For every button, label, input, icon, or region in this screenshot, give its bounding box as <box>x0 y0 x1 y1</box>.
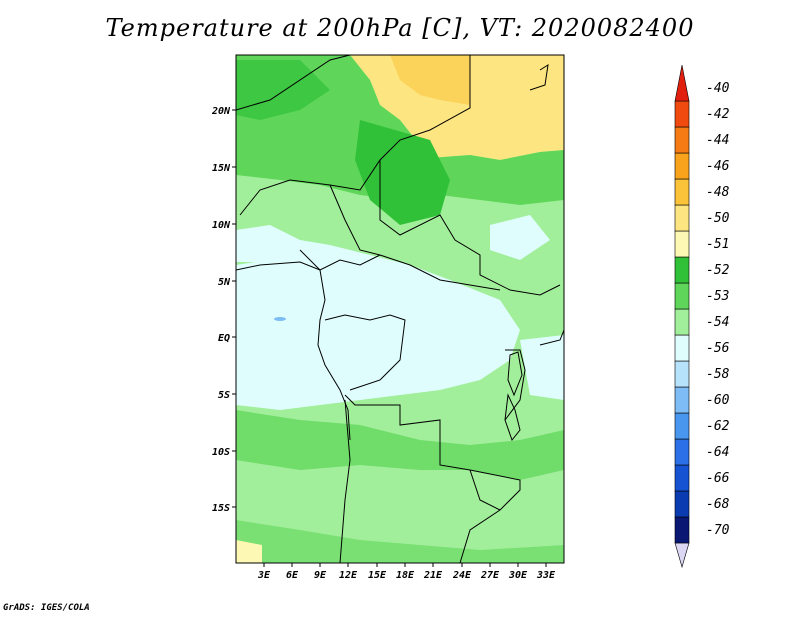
colorbar-label: -53 <box>706 289 729 304</box>
colorbar-swatch <box>674 308 690 336</box>
warm-corner-sw <box>236 540 262 563</box>
lat-axis: 20N 15N 10N 5N EQ 5S 10S 15S <box>211 106 236 514</box>
lon-axis: 3E 6E 9E 12E 15E 18E 21E 24E 27E 30E 33E <box>257 563 556 581</box>
colorbar-label: -54 <box>706 315 729 330</box>
colorbar-swatch <box>674 438 690 466</box>
green-band-south <box>236 410 564 480</box>
lon-label: 9E <box>314 570 327 581</box>
colorbar-swatch <box>674 256 690 284</box>
warm-core <box>390 55 470 105</box>
colorbar-label: -52 <box>706 263 730 278</box>
colorbar-label: -46 <box>706 159 730 174</box>
colorbar-label: -58 <box>706 367 730 382</box>
map-panel <box>235 54 565 564</box>
dark-green-core-north <box>355 120 450 225</box>
colorbar-swatch <box>674 282 690 310</box>
green-band-edge <box>236 520 564 563</box>
lon-label: 30E <box>508 570 528 581</box>
colorbar-label: -42 <box>706 107 730 122</box>
lake-victoria-outline <box>507 351 523 397</box>
colorbar-swatch <box>674 516 690 544</box>
chart-title: Temperature at 200hPa [C], VT: 202008240… <box>105 14 695 42</box>
colorbar-label: -56 <box>706 341 730 356</box>
colorbar-swatch <box>674 230 690 258</box>
lon-label: 12E <box>339 570 358 581</box>
lat-label: 5S <box>218 390 230 401</box>
map-frame <box>235 54 565 564</box>
lon-label: 18E <box>396 570 415 581</box>
lon-label: 6E <box>286 570 299 581</box>
lon-label: 21E <box>423 570 443 581</box>
colorbar-label: -66 <box>706 471 730 486</box>
lat-label: EQ <box>218 333 230 344</box>
colorbar-top-arrow <box>674 64 690 102</box>
colorbar-label: -48 <box>706 185 730 200</box>
lake-tanganyika-outline <box>504 393 521 442</box>
lon-label: 33E <box>536 570 556 581</box>
colorbar-swatch <box>674 204 690 232</box>
grads-credit: GrADS: IGES/COLA <box>3 603 90 613</box>
colorbar-swatch <box>674 490 690 518</box>
colorbar-label: -68 <box>706 497 730 512</box>
colorbar-label: -44 <box>706 133 729 148</box>
cold-region-central <box>236 245 520 410</box>
dark-green-core-west <box>236 60 330 120</box>
colorbar-label: -70 <box>706 523 730 538</box>
lat-label: 15S <box>212 503 230 514</box>
lat-label: 15N <box>212 163 231 174</box>
country-borders <box>235 54 565 564</box>
cold-patch-east-lake <box>520 335 564 400</box>
lon-label: 24E <box>452 570 472 581</box>
cold-region-west <box>236 225 330 262</box>
lat-label: 10S <box>212 447 230 458</box>
colorbar-swatch <box>674 152 690 180</box>
lat-label: 5N <box>218 277 231 288</box>
colorbar-swatch <box>674 334 690 362</box>
lon-label: 3E <box>257 570 271 581</box>
lon-label: 27E <box>480 570 500 581</box>
lat-label: 20N <box>211 106 231 117</box>
colorbar-swatch <box>674 386 690 414</box>
cold-speck <box>274 317 286 321</box>
coastline <box>235 261 351 441</box>
colorbar-bottom-arrow <box>674 542 690 569</box>
colorbar-swatch <box>674 126 690 154</box>
colorbar-swatch <box>674 178 690 206</box>
colorbar-label: -64 <box>706 445 729 460</box>
colorbar-label: -62 <box>706 419 730 434</box>
colorbar-label: -40 <box>706 81 730 96</box>
lon-label: 15E <box>368 570 387 581</box>
colorbar-swatch <box>674 412 690 440</box>
colorbar-swatch <box>674 464 690 492</box>
colorbar-label: -50 <box>706 211 730 226</box>
colorbar-label: -51 <box>706 237 729 252</box>
colorbar: -40 -42 -44 -46 -48 -50 -51 -52 -53 -54 … <box>674 64 730 569</box>
colorbar-swatch <box>674 360 690 388</box>
colorbar-swatch <box>674 100 690 128</box>
colorbar-label: -60 <box>706 393 730 408</box>
lat-label: 10N <box>212 220 231 231</box>
cold-patch-east <box>490 215 550 260</box>
